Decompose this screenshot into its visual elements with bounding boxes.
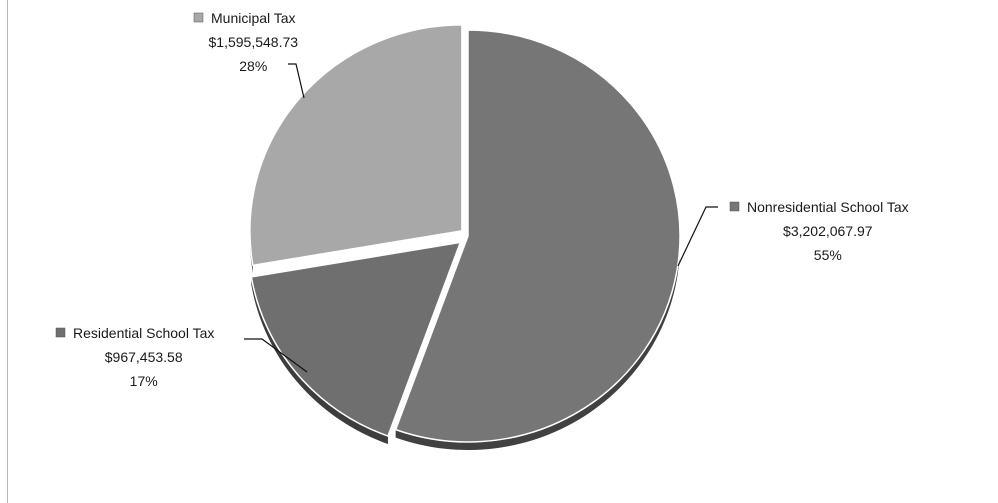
slice-label-percent: 28%: [239, 58, 267, 74]
leader-lines-layer: [244, 63, 718, 373]
leader-line-nonresidential-school-tax: [677, 206, 718, 267]
leader-line-residential-school-tax: [244, 338, 308, 373]
slice-label-name: Nonresidential School Tax: [747, 199, 909, 215]
slice-label-name: Residential School Tax: [73, 325, 214, 341]
slices-layer: [249, 24, 681, 450]
slice-label-amount: $967,453.58: [105, 349, 183, 365]
slice-label-amount: $3,202,067.97: [783, 223, 873, 239]
slice-side-nonresidential-school-tax: [395, 236, 680, 450]
pie-slice-municipal-tax: [249, 24, 463, 267]
chart-frame: [7, 0, 998, 503]
pie-slice-nonresidential-school-tax: [394, 29, 681, 443]
slice-label-percent: 17%: [130, 373, 158, 389]
pie-slice-residential-school-tax: [250, 241, 462, 437]
legend-key-nonresidential-school-tax: [729, 201, 740, 212]
leader-line-municipal-tax: [288, 63, 305, 99]
legend-key-residential-school-tax: [55, 327, 66, 338]
data-labels-layer: Nonresidential School Tax $3,202,067.97 55…: [55, 10, 909, 389]
legend-key-municipal-tax: [193, 12, 204, 23]
slice-label-amount: $1,595,548.73: [209, 34, 299, 50]
slice-label-name: Municipal Tax: [211, 10, 296, 26]
slice-label-percent: 55%: [814, 247, 842, 263]
